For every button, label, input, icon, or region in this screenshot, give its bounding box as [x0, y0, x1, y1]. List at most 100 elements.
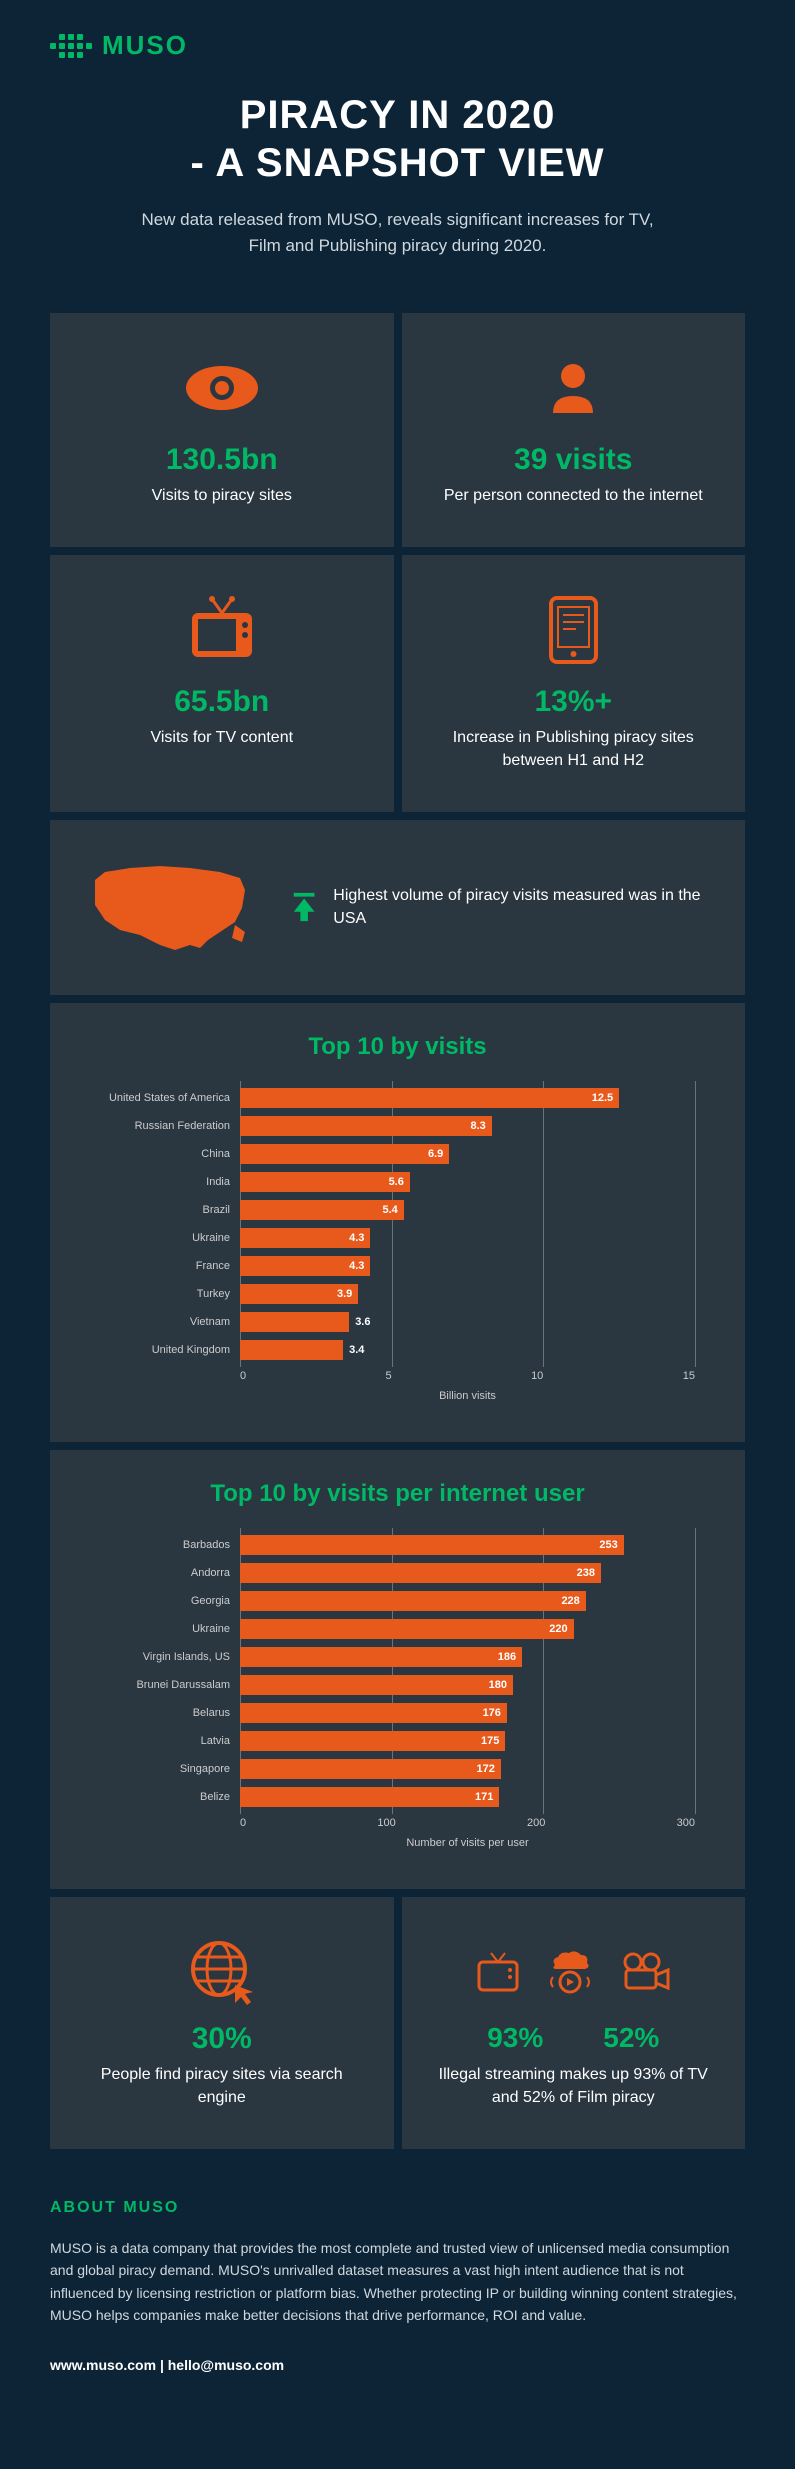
bar-value: 4.3	[349, 1232, 364, 1244]
bar-value: 175	[481, 1735, 499, 1747]
bar-label: United Kingdom	[100, 1344, 240, 1356]
bar-row: Turkey 3.9	[100, 1282, 695, 1306]
bar-row: United Kingdom 3.4	[100, 1338, 695, 1362]
axis-tick: 10	[531, 1370, 543, 1382]
main-title: PIRACY IN 2020 - A SNAPSHOT VIEW	[50, 91, 745, 187]
chart-title: Top 10 by visits	[100, 1033, 695, 1061]
about-text: MUSO is a data company that provides the…	[50, 2237, 745, 2327]
bar-row: Barbados253	[100, 1533, 695, 1557]
title-line-1: PIRACY IN 2020	[240, 93, 556, 137]
stat-card-visits: 130.5bn Visits to piracy sites	[50, 313, 394, 547]
stat-card-person: 39 visits Per person connected to the in…	[402, 313, 746, 547]
bar-label: France	[100, 1260, 240, 1272]
bar-row: France 4.3	[100, 1254, 695, 1278]
chart-1: United States of America12.5 Russian Fede…	[100, 1086, 695, 1402]
bar-row: Ukraine220	[100, 1617, 695, 1641]
bar-label: Virgin Islands, US	[100, 1651, 240, 1663]
axis-tick: 300	[677, 1817, 695, 1829]
bar-value: 238	[577, 1567, 595, 1579]
bar-label: Singapore	[100, 1763, 240, 1775]
bar-value: 171	[475, 1791, 493, 1803]
bar-row: Brunei Darussalam180	[100, 1673, 695, 1697]
globe-cursor-icon	[80, 1937, 364, 2007]
bar-value: 3.6	[349, 1316, 370, 1328]
bar-value: 3.4	[343, 1344, 364, 1356]
bar-value: 176	[483, 1707, 501, 1719]
stats-grid: 130.5bn Visits to piracy sites 39 visits…	[0, 313, 795, 812]
bar-value: 186	[498, 1651, 516, 1663]
chart-1-section: Top 10 by visits United States of Americ…	[50, 1003, 745, 1442]
bar-row: China 6.9	[100, 1142, 695, 1166]
stat-label: Per person connected to the internet	[432, 485, 716, 507]
usa-row: Highest volume of piracy visits measured…	[50, 820, 745, 995]
bar-label: China	[100, 1148, 240, 1160]
bar-value: 220	[549, 1623, 567, 1635]
tablet-icon	[432, 595, 716, 665]
axis-tick: 200	[527, 1817, 545, 1829]
bar-label: Georgia	[100, 1595, 240, 1607]
axis-tick: 15	[683, 1370, 695, 1382]
stat-value: 39 visits	[432, 443, 716, 477]
stat-label: Increase in Publishing piracy sites betw…	[432, 727, 716, 772]
bar-label: Vietnam	[100, 1316, 240, 1328]
bar-label: United States of America	[100, 1092, 240, 1104]
about-section: ABOUT MUSO MUSO is a data company that p…	[0, 2149, 795, 2403]
bar-label: Russian Federation	[100, 1120, 240, 1132]
bar-row: Russian Federation8.3	[100, 1114, 695, 1138]
lower-grid: 30% People find piracy sites via search …	[0, 1889, 795, 2149]
bar-row: Latvia 175	[100, 1729, 695, 1753]
axis-tick: 0	[240, 1817, 246, 1829]
up-arrow-icon	[290, 890, 318, 925]
bar-row: India5.6	[100, 1170, 695, 1194]
stat-label: People find piracy sites via search engi…	[80, 2064, 364, 2109]
bar-label: Andorra	[100, 1567, 240, 1579]
bar-value: 6.9	[428, 1148, 443, 1160]
header: MUSO PIRACY IN 2020 - A SNAPSHOT VIEW Ne…	[0, 0, 795, 313]
bar-label: Brunei Darussalam	[100, 1679, 240, 1691]
about-title: ABOUT MUSO	[50, 2199, 745, 2217]
axis-tick: 0	[240, 1370, 246, 1382]
bar-row: United States of America12.5	[100, 1086, 695, 1110]
bar-row: Singapore172	[100, 1757, 695, 1781]
stat-label: Illegal streaming makes up 93% of TV and…	[432, 2064, 716, 2109]
bar-value: 3.9	[337, 1288, 352, 1300]
usa-map-icon	[80, 850, 260, 965]
dual-values: 93% 52%	[432, 2022, 716, 2054]
eye-icon	[80, 353, 364, 423]
bar-row: Brazil 5.4	[100, 1198, 695, 1222]
stat-value: 30%	[80, 2022, 364, 2056]
logo-dots-icon	[50, 34, 92, 58]
bar-value: 253	[599, 1539, 617, 1551]
bar-row: Belize171	[100, 1785, 695, 1809]
stat-value-1: 93%	[487, 2022, 543, 2054]
stat-value: 13%+	[432, 685, 716, 719]
stream-cloud-icon	[543, 1947, 598, 1997]
stat-card-tv: 65.5bn Visits for TV content	[50, 555, 394, 812]
bar-value: 4.3	[349, 1260, 364, 1272]
bar-row: Andorra 238	[100, 1561, 695, 1585]
bar-row: Georgia228	[100, 1589, 695, 1613]
person-icon	[432, 353, 716, 423]
stat-value: 65.5bn	[80, 685, 364, 719]
axis-tick: 100	[377, 1817, 395, 1829]
lower-card-streaming: 93% 52% Illegal streaming makes up 93% o…	[402, 1897, 746, 2149]
bar-label: Brazil	[100, 1204, 240, 1216]
tv-small-icon	[473, 1950, 523, 1995]
axis-title: Billion visits	[240, 1390, 695, 1402]
bar-label: Belarus	[100, 1707, 240, 1719]
bar-label: India	[100, 1176, 240, 1188]
usa-caption: Highest volume of piracy visits measured…	[333, 885, 715, 930]
bar-row: Belarus 176	[100, 1701, 695, 1725]
footer-link: www.muso.com | hello@muso.com	[50, 2357, 745, 2373]
chart-title: Top 10 by visits per internet user	[100, 1480, 695, 1508]
bar-row: Vietnam 3.6	[100, 1310, 695, 1334]
title-line-2: - A SNAPSHOT VIEW	[190, 141, 604, 185]
axis-title: Number of visits per user	[240, 1837, 695, 1849]
stat-card-publishing: 13%+ Increase in Publishing piracy sites…	[402, 555, 746, 812]
stat-label: Visits for TV content	[80, 727, 364, 749]
bar-label: Latvia	[100, 1735, 240, 1747]
chart-2-section: Top 10 by visits per internet user Barba…	[50, 1450, 745, 1889]
bar-label: Turkey	[100, 1288, 240, 1300]
bar-row: Virgin Islands, US 186	[100, 1645, 695, 1669]
bar-value: 5.4	[383, 1204, 398, 1216]
